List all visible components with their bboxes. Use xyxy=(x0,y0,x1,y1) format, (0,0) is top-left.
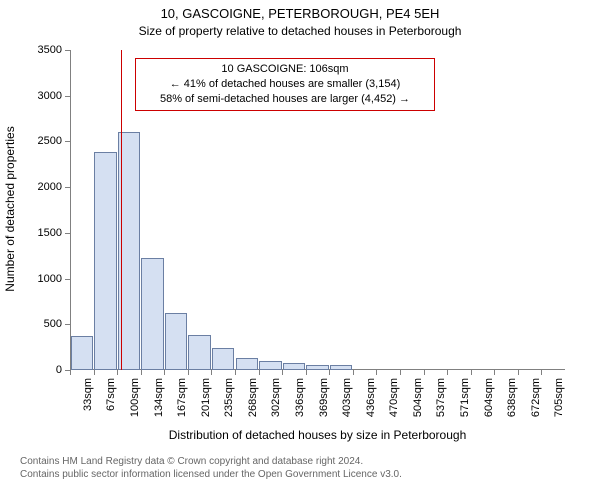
x-tick-mark xyxy=(211,370,212,375)
x-tick-label: 705sqm xyxy=(553,378,565,458)
x-tick-label: 33sqm xyxy=(82,378,94,458)
x-tick-label: 268sqm xyxy=(247,378,259,458)
y-tick-label: 1000 xyxy=(22,273,62,285)
x-tick-label: 537sqm xyxy=(435,378,447,458)
x-tick-label: 672sqm xyxy=(530,378,542,458)
chart-bar xyxy=(141,258,163,370)
x-tick-label: 100sqm xyxy=(129,378,141,458)
x-tick-label: 604sqm xyxy=(483,378,495,458)
x-tick-mark xyxy=(447,370,448,375)
x-tick-mark xyxy=(400,370,401,375)
chart-bar xyxy=(283,363,305,370)
x-tick-mark xyxy=(235,370,236,375)
x-tick-mark xyxy=(70,370,71,375)
x-tick-mark xyxy=(117,370,118,375)
y-tick-mark xyxy=(65,141,70,142)
x-tick-label: 134sqm xyxy=(153,378,165,458)
x-tick-label: 302sqm xyxy=(270,378,282,458)
chart-bar xyxy=(188,335,210,370)
y-tick-mark xyxy=(65,279,70,280)
chart-bar xyxy=(212,348,234,370)
y-tick-mark xyxy=(65,233,70,234)
y-tick-mark xyxy=(65,96,70,97)
chart-bar xyxy=(94,152,116,370)
chart-bar xyxy=(71,336,93,370)
x-tick-mark xyxy=(353,370,354,375)
y-tick-label: 2500 xyxy=(22,135,62,147)
x-tick-mark xyxy=(376,370,377,375)
y-tick-mark xyxy=(65,187,70,188)
x-tick-label: 167sqm xyxy=(176,378,188,458)
y-axis-label: Number of detached properties xyxy=(3,109,17,309)
x-tick-mark xyxy=(259,370,260,375)
x-tick-label: 201sqm xyxy=(200,378,212,458)
x-tick-label: 638sqm xyxy=(506,378,518,458)
y-tick-label: 3000 xyxy=(22,90,62,102)
y-tick-mark xyxy=(65,50,70,51)
y-tick-label: 500 xyxy=(22,318,62,330)
chart-bar xyxy=(306,365,328,370)
x-tick-mark xyxy=(471,370,472,375)
page-title: 10, GASCOIGNE, PETERBOROUGH, PE4 5EH xyxy=(0,6,600,21)
x-tick-label: 470sqm xyxy=(388,378,400,458)
x-tick-label: 436sqm xyxy=(365,378,377,458)
chart-bar xyxy=(259,361,281,370)
x-tick-label: 403sqm xyxy=(341,378,353,458)
x-tick-mark xyxy=(94,370,95,375)
x-tick-label: 67sqm xyxy=(105,378,117,458)
y-tick-label: 0 xyxy=(22,364,62,376)
y-tick-label: 1500 xyxy=(22,227,62,239)
x-tick-mark xyxy=(282,370,283,375)
info-box-line1: 10 GASCOIGNE: 106sqm xyxy=(142,62,428,77)
x-tick-label: 369sqm xyxy=(318,378,330,458)
footer-line2: Contains public sector information licen… xyxy=(20,469,402,482)
chart-bar xyxy=(330,365,352,370)
x-tick-mark xyxy=(141,370,142,375)
y-tick-label: 2000 xyxy=(22,181,62,193)
page-subtitle: Size of property relative to detached ho… xyxy=(0,24,600,38)
x-tick-mark xyxy=(541,370,542,375)
info-box-line2: ← 41% of detached houses are smaller (3,… xyxy=(142,77,428,92)
chart-bar xyxy=(165,313,187,370)
x-tick-label: 235sqm xyxy=(223,378,235,458)
y-tick-label: 3500 xyxy=(22,44,62,56)
x-tick-mark xyxy=(164,370,165,375)
x-tick-mark xyxy=(518,370,519,375)
footer: Contains HM Land Registry data © Crown c… xyxy=(20,456,402,481)
x-tick-mark xyxy=(306,370,307,375)
x-tick-mark xyxy=(424,370,425,375)
x-tick-mark xyxy=(188,370,189,375)
y-tick-mark xyxy=(65,324,70,325)
x-tick-label: 336sqm xyxy=(294,378,306,458)
x-tick-label: 504sqm xyxy=(412,378,424,458)
info-box-line3: 58% of semi-detached houses are larger (… xyxy=(142,92,428,107)
chart-bar xyxy=(236,358,258,370)
x-tick-mark xyxy=(329,370,330,375)
x-tick-mark xyxy=(494,370,495,375)
info-box: 10 GASCOIGNE: 106sqm ← 41% of detached h… xyxy=(135,58,435,111)
x-tick-label: 571sqm xyxy=(459,378,471,458)
property-marker-line xyxy=(121,50,122,370)
